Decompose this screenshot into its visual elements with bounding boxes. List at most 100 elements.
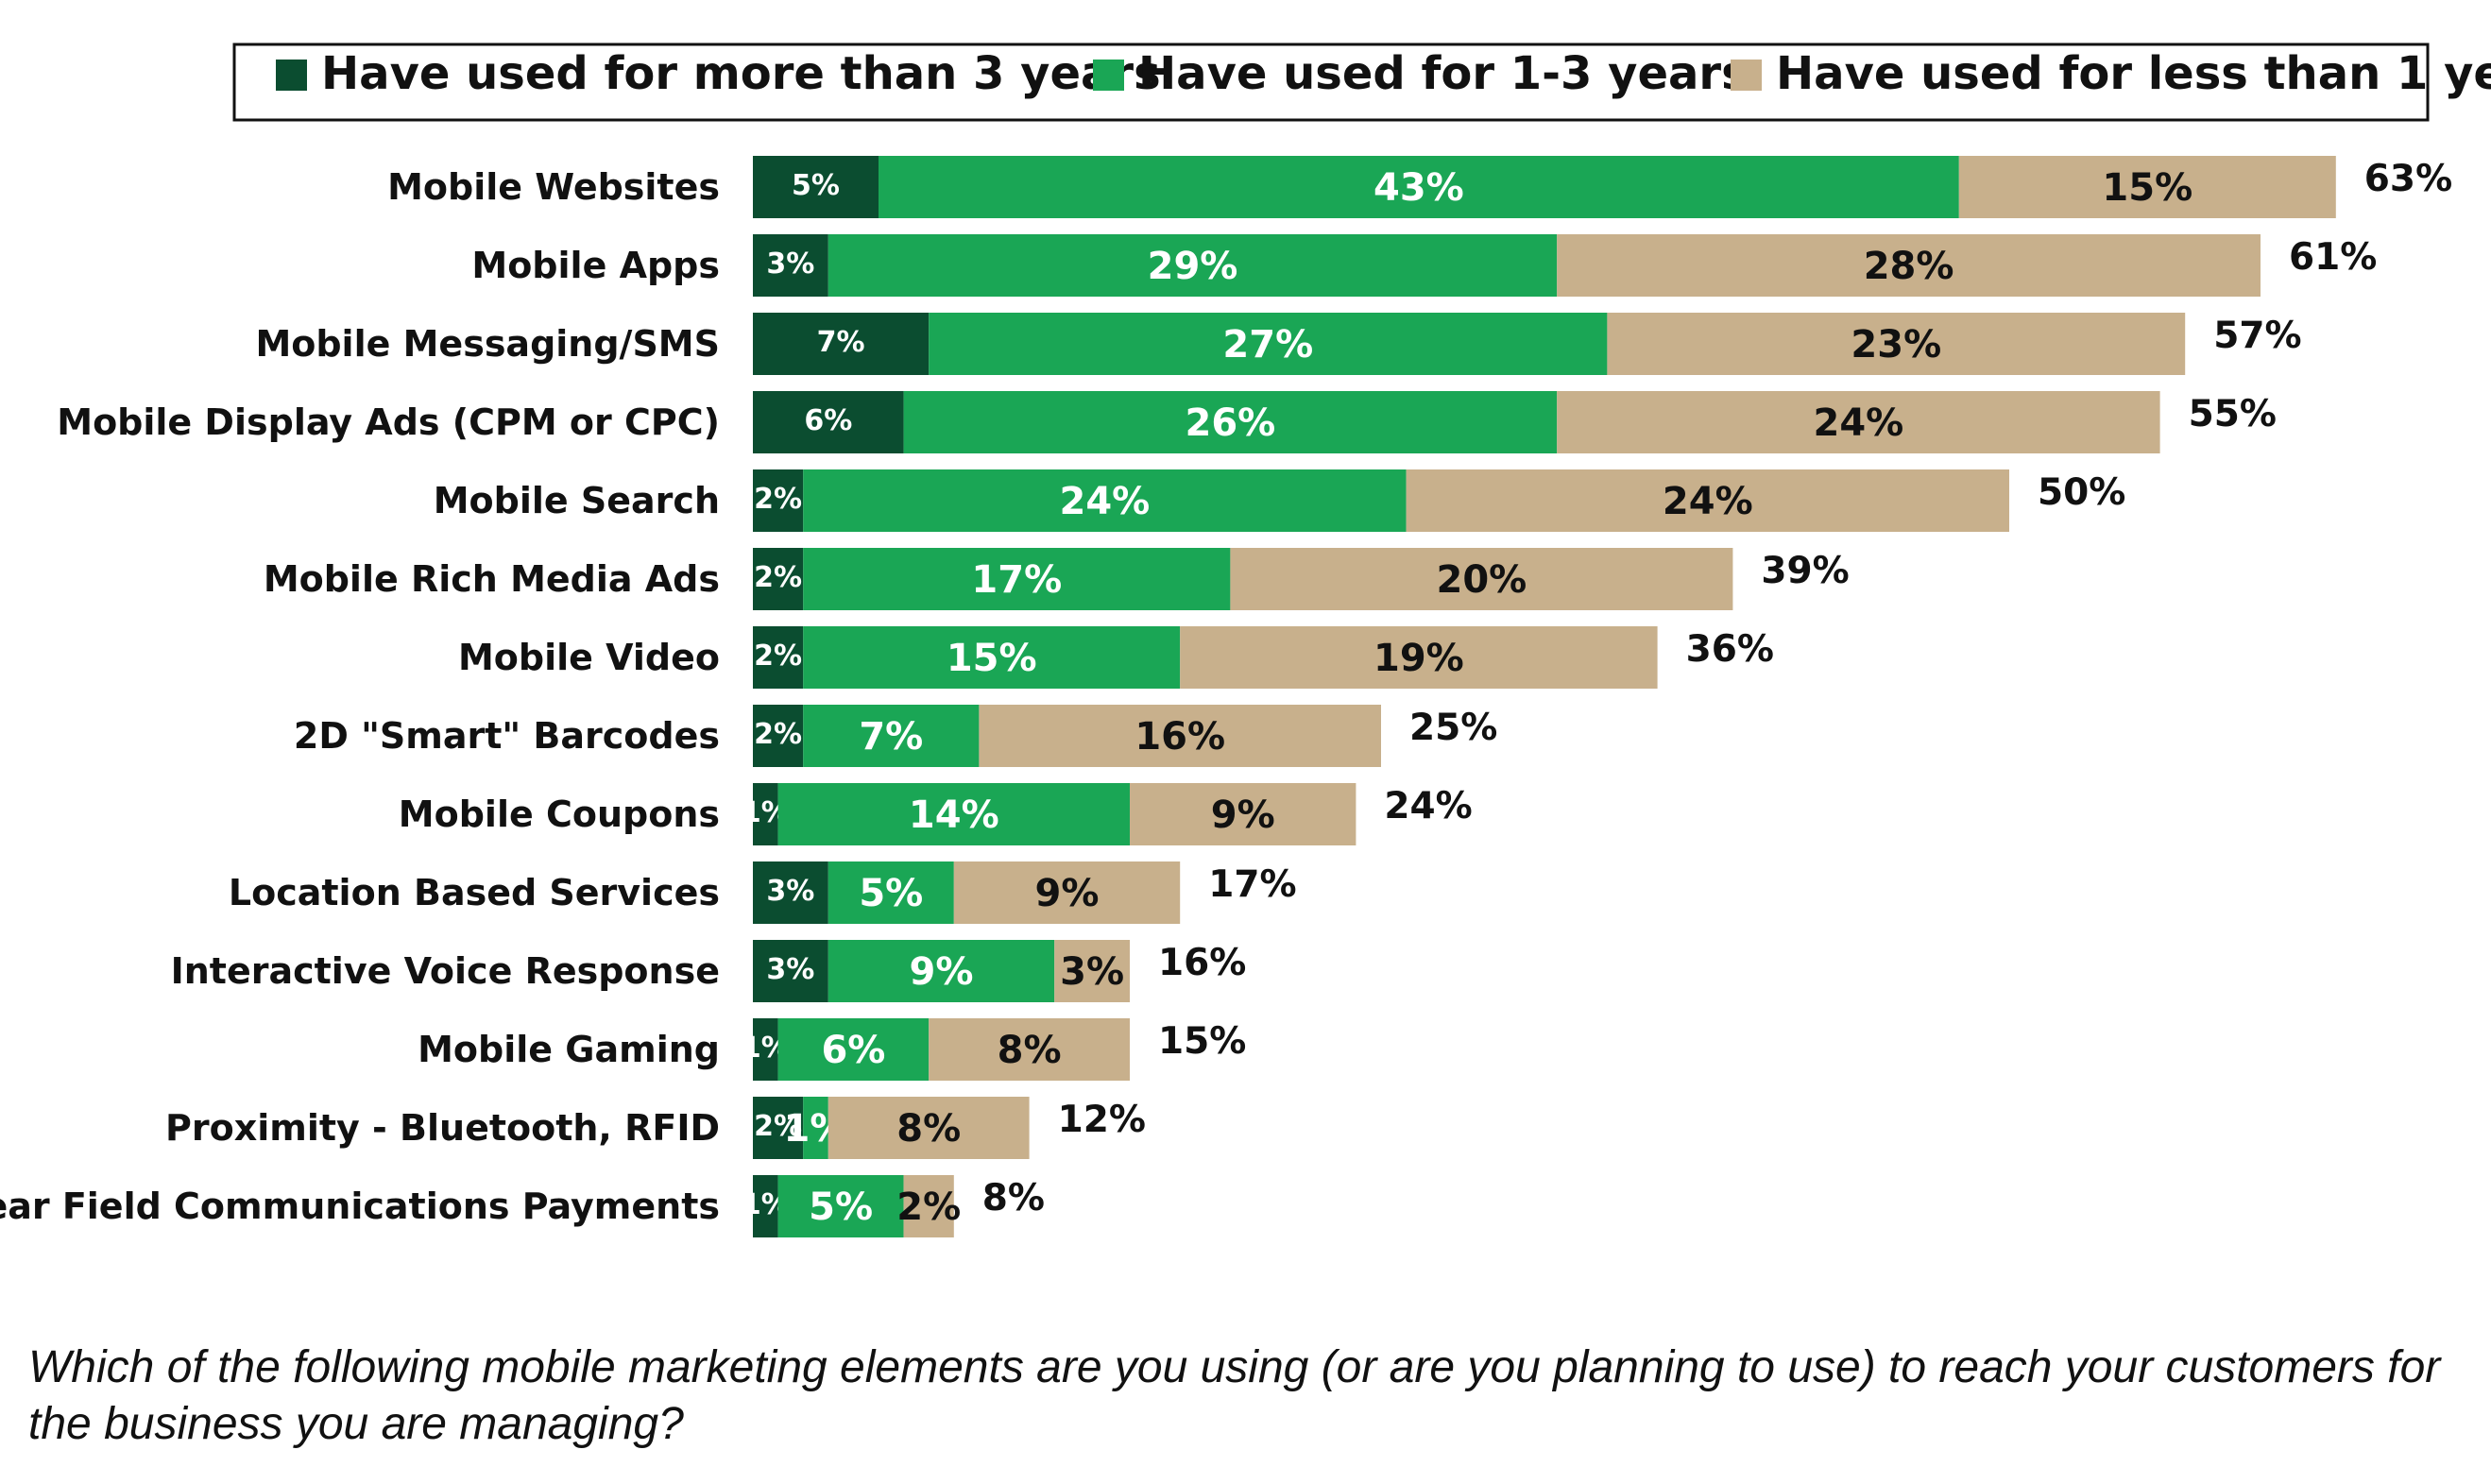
data-label-series-1: 2% (754, 483, 802, 516)
data-label-series-1: 3% (766, 875, 814, 908)
legend-swatch-3 (1731, 60, 1762, 91)
category-label: Near Field Communications Payments (0, 1185, 720, 1227)
bar-segment-series-3 (929, 1018, 1130, 1081)
category-label: Location Based Services (229, 872, 720, 913)
bar-segment-series-1 (753, 940, 828, 1002)
legend-label-1: Have used for more than 3 years (321, 47, 1161, 100)
bar-segment-series-1 (753, 1175, 778, 1237)
total-label: 39% (1761, 550, 1849, 592)
data-label-series-1: 5% (792, 169, 840, 202)
data-label-series-3: 8% (998, 1029, 1062, 1072)
bar-segment-series-1 (753, 626, 804, 689)
category-label: Mobile Gaming (418, 1029, 720, 1070)
total-label: 17% (1208, 863, 1296, 906)
bar-segment-series-2 (827, 940, 1055, 1002)
data-label-series-1: 2% (754, 718, 802, 751)
bar-segment-series-2 (777, 1175, 904, 1237)
bar-segment-series-3 (1557, 391, 2160, 453)
category-label: 2D "Smart" Barcodes (294, 715, 720, 757)
category-label: Mobile Messaging/SMS (255, 323, 720, 365)
data-label-series-3: 16% (1135, 715, 1225, 759)
bar-segment-series-2 (879, 156, 1959, 218)
data-label-series-2: 14% (909, 793, 999, 837)
bar-segment-series-1 (753, 783, 778, 845)
data-label-series-3: 28% (1864, 245, 1954, 288)
legend-swatch-2 (1093, 60, 1124, 91)
bar-segment-series-2 (803, 705, 980, 767)
legend-swatch-1 (276, 60, 307, 91)
total-label: 8% (982, 1177, 1045, 1220)
category-label: Mobile Rich Media Ads (264, 558, 720, 600)
bar-segment-series-1 (753, 548, 804, 610)
bar-segment-series-2 (777, 783, 1130, 845)
bar-segment-series-3 (1054, 940, 1130, 1002)
data-label-series-2: 17% (971, 558, 1062, 602)
data-label-series-2: 5% (859, 872, 923, 915)
category-label: Interactive Voice Response (171, 950, 720, 992)
bar-segment-series-2 (903, 391, 1558, 453)
data-label-series-3: 9% (1035, 872, 1100, 915)
data-label-series-3: 15% (2102, 166, 2192, 210)
category-label: Proximity - Bluetooth, RFID (165, 1107, 720, 1149)
bar-segment-series-2 (803, 469, 1407, 532)
bar-segment-series-3 (1406, 469, 2009, 532)
bar-segment-series-3 (827, 1097, 1030, 1159)
bar-segment-series-2 (803, 626, 1181, 689)
bar-segment-series-3 (1607, 313, 2186, 375)
legend-label-2: Have used for 1-3 years (1138, 47, 1749, 100)
survey-question: Which of the following mobile marketing … (28, 1342, 2441, 1449)
total-label: 61% (2289, 236, 2377, 279)
bar-segment-series-3 (1130, 783, 1356, 845)
bar-segment-series-3 (1230, 548, 1733, 610)
bar-segment-series-1 (753, 469, 804, 532)
category-label: Mobile Video (458, 637, 720, 678)
data-label-series-1: 6% (804, 404, 852, 437)
legend-label-3: Have used for less than 1 year (1776, 47, 2491, 100)
bar-segment-series-2 (803, 548, 1231, 610)
total-label: 55% (2189, 393, 2277, 435)
data-label-series-1: 2% (754, 561, 802, 594)
category-label: Mobile Apps (471, 245, 720, 286)
bar-segment-series-3 (903, 1175, 954, 1237)
bar-segment-series-2 (827, 861, 954, 924)
bar-segment-series-2 (827, 234, 1558, 297)
data-label-series-1: 2% (754, 1110, 802, 1143)
bar-segment-series-3 (1180, 626, 1658, 689)
total-label: 12% (1058, 1099, 1146, 1141)
total-label: 25% (1409, 707, 1497, 749)
data-label-series-3: 24% (1814, 401, 1904, 445)
bar-segment-series-1 (753, 156, 879, 218)
data-label-series-1: 2% (754, 640, 802, 673)
category-labels: Mobile Websites Mobile Apps Mobile Messagi… (0, 166, 720, 1227)
data-label-series-2: 7% (859, 715, 923, 759)
bar-segment-series-3 (953, 861, 1181, 924)
legend-box (232, 43, 2430, 122)
data-label-series-3: 3% (1060, 950, 1124, 994)
category-label: Mobile Websites (387, 166, 720, 208)
bar-segment-series-1 (753, 313, 930, 375)
bar-segment-series-3 (979, 705, 1381, 767)
data-label-series-2: 29% (1148, 245, 1238, 288)
bar-segment-series-2 (803, 1097, 828, 1159)
bars: 5% 43% 15% 3% 29% 28% 7% 27% 23% 6% 26% 24% 2% 24% 24%… (742, 156, 2336, 1237)
category-label: Mobile Coupons (399, 793, 720, 835)
total-label: 15% (1158, 1020, 1246, 1063)
data-label-series-2: 6% (821, 1029, 885, 1072)
data-label-series-2: 5% (809, 1185, 873, 1229)
data-label-series-3: 2% (896, 1185, 961, 1229)
total-label: 57% (2213, 315, 2301, 357)
total-label: 63% (2364, 158, 2452, 200)
data-label-series-1: 7% (817, 326, 865, 359)
bar-segment-series-2 (777, 1018, 930, 1081)
data-label-series-3: 19% (1373, 637, 1464, 680)
data-label-series-2: 26% (1186, 401, 1276, 445)
bar-segment-series-3 (1557, 234, 2261, 297)
total-label: 36% (1686, 628, 1774, 671)
data-label-series-2: 15% (947, 637, 1037, 680)
total-label: 24% (1384, 785, 1472, 827)
bar-segment-series-1 (753, 705, 804, 767)
category-label: Mobile Display Ads (CPM or CPC) (57, 401, 720, 443)
